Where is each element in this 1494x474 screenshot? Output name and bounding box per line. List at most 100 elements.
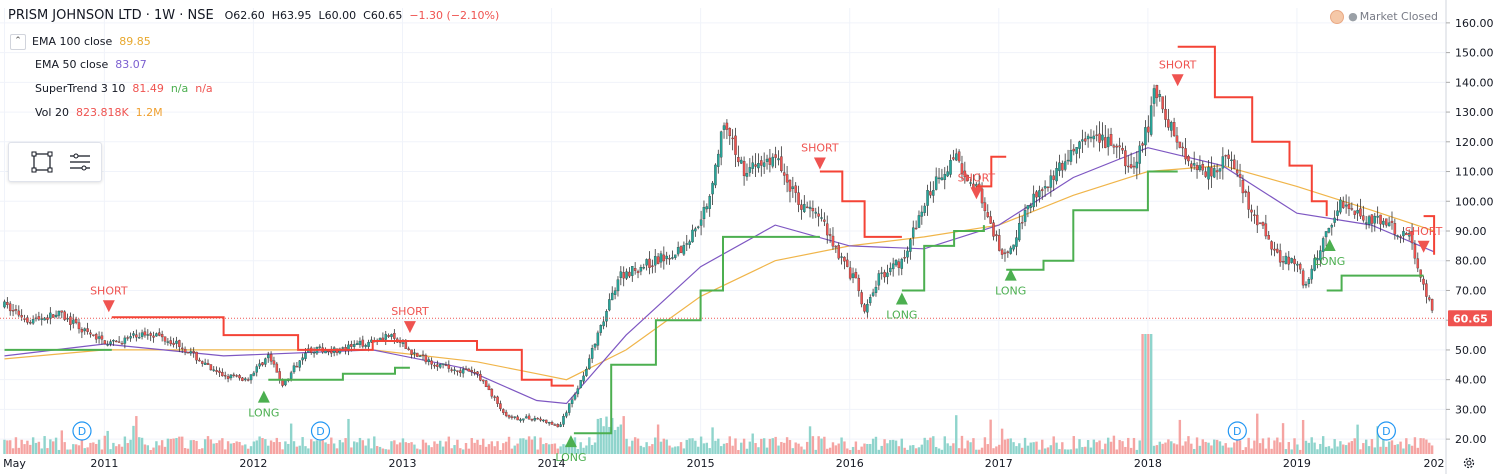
candle xyxy=(843,256,846,262)
volume-bar xyxy=(401,438,405,454)
volume-bar xyxy=(986,444,989,454)
symbol-title[interactable]: PRISM JOHNSON LTD · 1W · NSE xyxy=(8,8,214,23)
candle xyxy=(1233,159,1236,169)
volume-bar xyxy=(1018,443,1021,454)
volume-bar xyxy=(1006,438,1010,454)
candle xyxy=(765,158,769,162)
volume-bar xyxy=(459,448,462,454)
short-label: SHORT xyxy=(391,305,429,318)
legend-ema100[interactable]: ⌃ EMA 100 close 89.85 xyxy=(10,34,151,50)
candle xyxy=(51,314,55,318)
candle xyxy=(1385,218,1388,226)
volume-bar xyxy=(332,443,336,454)
candle xyxy=(1149,105,1153,135)
candle xyxy=(754,164,757,167)
candle xyxy=(1321,238,1325,252)
supertrend-label: SuperTrend 3 10 xyxy=(35,82,126,95)
volume-bar xyxy=(416,448,419,454)
volume-bar xyxy=(1106,437,1110,454)
candle xyxy=(702,207,706,220)
ema50-series xyxy=(4,147,1435,405)
volume-bar xyxy=(711,427,714,454)
candle xyxy=(811,208,815,212)
short-label: SHORT xyxy=(1159,58,1197,71)
volume-bar xyxy=(1347,442,1351,454)
volume-bar xyxy=(160,440,164,454)
volume-bar xyxy=(1152,445,1156,454)
legend-volume[interactable]: Vol 20 823.818K 1.2M xyxy=(35,106,163,119)
volume-bar xyxy=(321,436,324,454)
volume-bar xyxy=(1396,444,1399,454)
volume-bar xyxy=(367,438,370,454)
candle xyxy=(1169,122,1173,131)
price-axis: 20.0030.0040.0050.0060.0070.0080.0090.00… xyxy=(1445,0,1494,474)
candle xyxy=(619,271,623,278)
volume-bar xyxy=(1310,437,1313,454)
candle xyxy=(1367,216,1371,225)
candle xyxy=(1307,279,1311,284)
volume-bar xyxy=(559,446,562,454)
candle xyxy=(866,303,869,313)
candle xyxy=(1213,168,1216,178)
candle xyxy=(639,267,643,272)
volume-bar xyxy=(579,442,582,454)
candle xyxy=(26,317,29,323)
volume-bar xyxy=(353,441,356,454)
volume-bar xyxy=(241,445,244,454)
candle xyxy=(20,315,23,318)
candle xyxy=(880,272,883,274)
candle xyxy=(1129,164,1133,168)
volume-bar xyxy=(499,449,502,454)
volume-bar xyxy=(396,444,399,454)
volume-bar xyxy=(3,439,6,454)
volume-bar xyxy=(341,442,344,454)
volume-bar xyxy=(639,445,643,454)
volume-bar xyxy=(1063,449,1067,454)
volume-bar xyxy=(304,446,307,454)
volume-bar xyxy=(803,449,806,454)
volume-bar xyxy=(522,438,525,454)
volume-bar xyxy=(152,447,155,454)
candle xyxy=(831,235,835,247)
volume-bar xyxy=(668,445,671,454)
candle xyxy=(264,358,267,365)
volume-bar xyxy=(817,436,820,454)
candle xyxy=(312,352,316,354)
collapse-icon[interactable]: ⌃ xyxy=(10,34,26,50)
volume-bar xyxy=(608,426,611,454)
candle xyxy=(1324,231,1328,238)
volume-bar xyxy=(593,442,597,454)
legend-supertrend[interactable]: SuperTrend 3 10 81.49 n/a n/a xyxy=(35,82,213,95)
supertrend-value-3: n/a xyxy=(195,82,213,95)
candle xyxy=(206,362,210,365)
candle xyxy=(246,379,250,381)
market-status[interactable]: ● Market Closed xyxy=(1330,10,1438,24)
candle xyxy=(605,311,608,322)
candle xyxy=(1020,222,1024,224)
volume-bar xyxy=(1428,442,1431,454)
volume-bar xyxy=(642,447,645,454)
candle xyxy=(358,340,362,345)
candle xyxy=(189,351,193,354)
volume-bar xyxy=(212,443,215,454)
volume-bar xyxy=(671,447,674,454)
volume-bar xyxy=(310,439,313,454)
rectangle-tool-icon[interactable] xyxy=(29,149,55,175)
candle xyxy=(949,160,952,175)
settings-lines-icon[interactable] xyxy=(67,149,93,175)
candle xyxy=(954,153,958,161)
legend-ema50[interactable]: EMA 50 close 83.07 xyxy=(35,58,147,71)
gear-icon[interactable] xyxy=(1462,456,1476,470)
volume-bar xyxy=(628,446,631,454)
volume-bar xyxy=(166,438,170,454)
candle xyxy=(645,259,648,266)
long-label: LONG xyxy=(886,308,917,321)
candle xyxy=(298,360,301,368)
candle xyxy=(94,333,98,340)
candle xyxy=(825,223,829,236)
candle xyxy=(1207,166,1210,180)
volume-bar xyxy=(1350,441,1354,454)
volume-bar xyxy=(1089,447,1093,454)
